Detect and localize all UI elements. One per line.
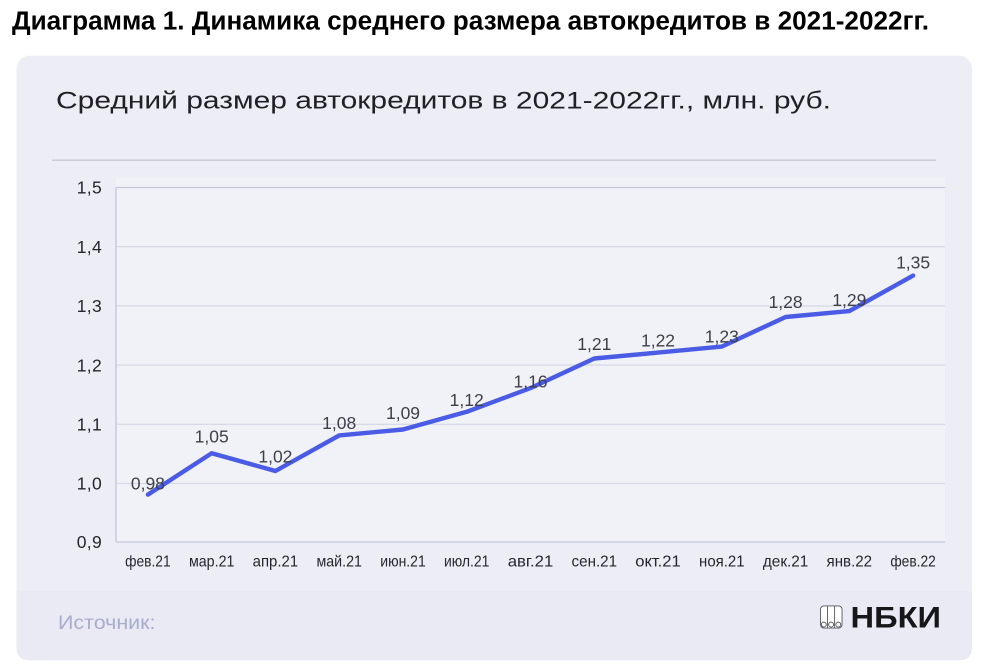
svg-text:1,0: 1,0 <box>77 474 102 494</box>
svg-text:янв.22: янв.22 <box>827 554 873 571</box>
svg-text:1,02: 1,02 <box>258 446 292 466</box>
svg-text:мар.21: мар.21 <box>189 554 235 571</box>
svg-text:июн.21: июн.21 <box>380 554 426 571</box>
svg-text:1,2: 1,2 <box>77 355 102 375</box>
svg-text:окт.21: окт.21 <box>635 554 681 571</box>
svg-text:фев.22: фев.22 <box>890 554 936 571</box>
svg-text:апр.21: апр.21 <box>253 554 299 571</box>
svg-text:1,21: 1,21 <box>577 334 611 354</box>
svg-text:1,16: 1,16 <box>513 371 547 391</box>
svg-text:Средний размер автокредитов в: Средний размер автокредитов в 2021-2022г… <box>56 87 831 114</box>
svg-text:1,3: 1,3 <box>77 296 102 316</box>
svg-text:1,08: 1,08 <box>322 413 356 433</box>
svg-text:фев.21: фев.21 <box>125 554 171 571</box>
svg-text:1,35: 1,35 <box>896 253 930 273</box>
svg-text:ноя.21: ноя.21 <box>699 554 745 571</box>
svg-text:1,22: 1,22 <box>641 331 675 351</box>
svg-text:1,29: 1,29 <box>832 290 866 310</box>
svg-text:сен.21: сен.21 <box>572 554 618 571</box>
svg-text:1,23: 1,23 <box>705 327 739 347</box>
svg-text:1,09: 1,09 <box>386 403 420 423</box>
svg-text:1,28: 1,28 <box>769 292 803 312</box>
svg-text:июл.21: июл.21 <box>444 554 490 571</box>
svg-text:0,9: 0,9 <box>77 532 102 552</box>
svg-text:1,5: 1,5 <box>77 178 102 198</box>
svg-text:0,98: 0,98 <box>131 474 165 494</box>
svg-text:Диаграмма 1. Динамика среднего: Диаграмма 1. Динамика среднего размера а… <box>12 8 929 36</box>
svg-text:1,05: 1,05 <box>195 427 229 447</box>
svg-text:1,4: 1,4 <box>77 237 102 257</box>
svg-text:май.21: май.21 <box>316 554 362 571</box>
svg-text:дек.21: дек.21 <box>763 554 809 571</box>
svg-text:авг.21: авг.21 <box>508 554 554 571</box>
svg-text:1,1: 1,1 <box>77 415 102 435</box>
svg-text:НБКИ: НБКИ <box>851 601 942 634</box>
svg-text:Источник:: Источник: <box>58 612 156 634</box>
svg-text:1,12: 1,12 <box>450 390 484 410</box>
